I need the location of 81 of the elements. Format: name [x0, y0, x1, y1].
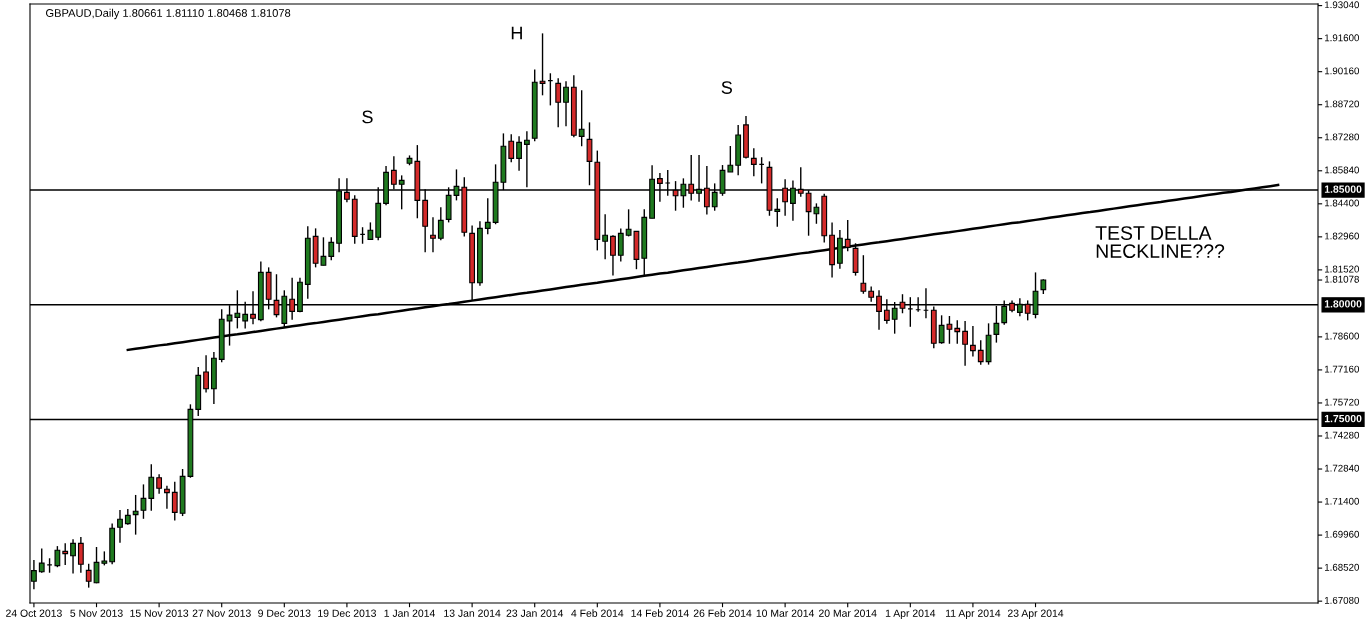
candlestick — [578, 89, 585, 147]
candlestick — [860, 254, 867, 295]
candlestick — [977, 339, 984, 366]
x-tick-label: 23 Jan 2014 — [506, 609, 564, 617]
candlestick — [430, 216, 436, 253]
candlestick — [62, 542, 69, 566]
candlestick — [586, 121, 593, 186]
y-tick-label: 1.90160 — [1324, 67, 1360, 75]
y-tick-label: 1.85840 — [1324, 166, 1360, 174]
candlestick — [602, 213, 609, 261]
candlestick — [610, 234, 616, 277]
y-tick-label: 1.78600 — [1324, 332, 1360, 340]
candlestick — [437, 206, 444, 241]
candlestick — [523, 130, 530, 188]
candlestick — [539, 32, 546, 97]
candlestick — [563, 80, 569, 127]
y-tick-label: 1.71400 — [1324, 497, 1360, 505]
y-tick-label: 1.93040 — [1324, 1, 1360, 9]
y-tick-label: 1.81078 — [1324, 275, 1359, 283]
candlestick — [555, 77, 562, 128]
candlestick — [954, 319, 961, 345]
x-tick-label: 5 Nov 2013 — [70, 609, 123, 617]
candlestick — [140, 483, 147, 520]
x-tick-label: 9 Dec 2013 — [258, 609, 311, 617]
ref-line-label: 1.75000 — [1324, 414, 1362, 423]
y-tick-label: 1.88720 — [1324, 100, 1360, 108]
candlestick — [750, 147, 757, 177]
candlestick — [508, 133, 515, 163]
x-tick-label: 27 Nov 2013 — [192, 609, 251, 617]
candlestick — [171, 480, 178, 522]
x-tick-label: 1 Jan 2014 — [384, 609, 435, 617]
candlestick — [132, 494, 139, 536]
y-tick-label: 1.91600 — [1324, 34, 1360, 42]
annotation: H — [511, 26, 522, 40]
x-tick-label: 23 Apr 2014 — [1007, 609, 1064, 619]
y-tick-label: 1.69960 — [1324, 530, 1360, 538]
candlestick — [328, 236, 335, 261]
x-tick-label: 10 Mar 2014 — [756, 609, 815, 617]
candlestick — [962, 320, 968, 367]
candlestick — [148, 463, 155, 512]
y-tick-label: 1.84400 — [1324, 199, 1360, 207]
x-tick-label: 20 Mar 2014 — [819, 609, 877, 617]
candlestick — [774, 197, 781, 228]
annotation: TEST DELLA NECKLINE??? — [1095, 226, 1225, 259]
y-tick-label: 1.82960 — [1324, 232, 1360, 240]
candlestick — [54, 545, 61, 568]
y-tick-label: 1.81520 — [1324, 265, 1360, 273]
x-tick-label: 11 Apr 2014 — [946, 609, 1001, 619]
candlestick — [77, 536, 84, 574]
x-tick-label: 13 Jan 2014 — [444, 609, 501, 617]
chart-title: GBPAUD,Daily 1.80661 1.81110 1.80468 1.81078 — [46, 8, 291, 20]
ref-line-label: 1.80000 — [1324, 300, 1362, 308]
annotation: S — [721, 81, 732, 94]
candlestick — [617, 227, 624, 263]
candlestick — [38, 547, 45, 574]
candlestick — [484, 197, 491, 236]
candlestick — [970, 325, 976, 358]
candlestick — [164, 485, 170, 510]
y-tick-label: 1.77160 — [1324, 365, 1360, 373]
y-tick-label: 1.72840 — [1324, 464, 1360, 472]
x-tick-label: 26 Feb 2014 — [693, 609, 752, 617]
candlestick — [117, 509, 123, 544]
x-tick-label: 15 Nov 2013 — [130, 609, 189, 617]
candlestick — [156, 473, 163, 495]
y-tick-label: 1.68520 — [1324, 563, 1360, 571]
x-tick-label: 14 Feb 2014 — [631, 609, 689, 617]
x-tick-label: 19 Dec 2013 — [318, 609, 376, 617]
candlestick — [203, 354, 209, 394]
y-tick-label: 1.67080 — [1324, 596, 1360, 604]
y-tick-label: 1.74280 — [1324, 431, 1360, 439]
candlestick — [844, 219, 851, 253]
y-tick-label: 1.87280 — [1324, 133, 1360, 141]
annotation: S — [362, 110, 373, 124]
y-tick-label: 1.75720 — [1324, 398, 1360, 406]
candlestick — [70, 538, 76, 575]
x-tick-label: 1 Apr 2014 — [885, 609, 936, 619]
ref-line-label: 1.85000 — [1324, 185, 1362, 193]
x-tick-label: 4 Feb 2014 — [571, 609, 624, 617]
candlestick — [85, 563, 92, 589]
x-tick-label: 24 Oct 2013 — [6, 609, 62, 617]
candlestick — [516, 135, 522, 172]
